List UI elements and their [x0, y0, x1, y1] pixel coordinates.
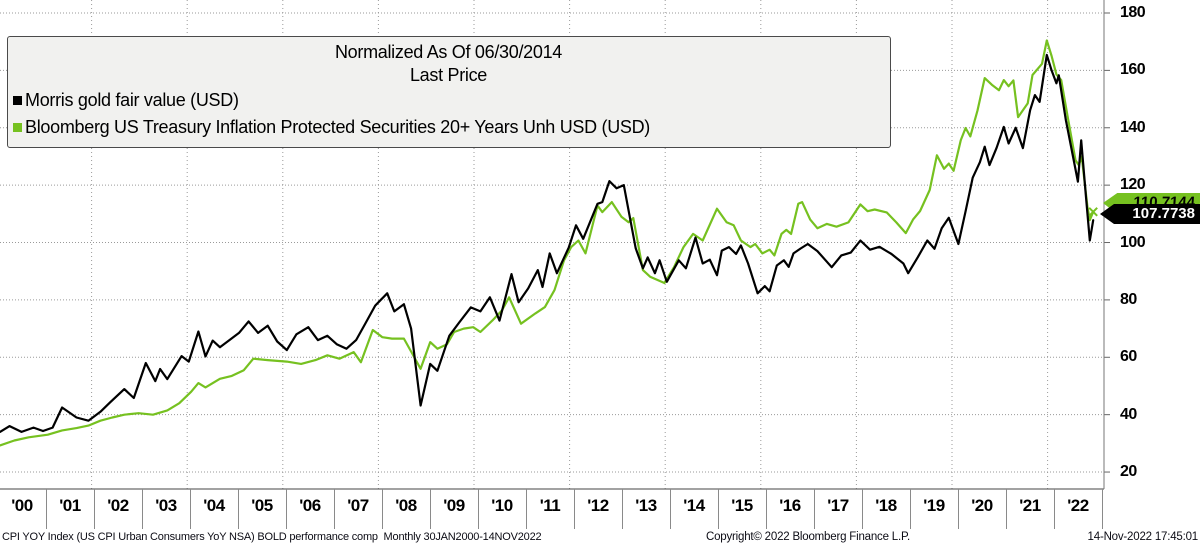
- y-tick-label: 160: [1120, 61, 1146, 79]
- x-tick-label: '03: [155, 496, 177, 515]
- x-tick-label: '10: [491, 496, 513, 515]
- x-axis: '00 '01 '02 '03 '04 '05 '06 '07 '08 '09 '10 '11 '12 '…: [0, 489, 1104, 529]
- x-tick-label: '12: [587, 496, 609, 515]
- x-tick-separator: [142, 489, 143, 529]
- x-tick-label: '14: [683, 496, 705, 515]
- x-tick-label: '00: [11, 496, 33, 515]
- x-tick-label: '18: [875, 496, 897, 515]
- x-tick-separator: [1102, 489, 1103, 529]
- footer-copyright: Copyright© 2022 Bloomberg Finance L.P.: [706, 531, 910, 543]
- x-tick-label: '07: [347, 496, 369, 515]
- x-tick-label: '04: [203, 496, 225, 515]
- x-tick-separator: [910, 489, 911, 529]
- x-tick-label: '20: [971, 496, 993, 515]
- x-tick-label: '11: [539, 496, 561, 515]
- x-tick-label: '01: [59, 496, 81, 515]
- series-line-black[interactable]: [0, 53, 1095, 433]
- x-tick-separator: [766, 489, 767, 529]
- x-tick-label: '15: [731, 496, 753, 515]
- x-tick-label: '16: [779, 496, 801, 515]
- series-line-green[interactable]: [0, 39, 1095, 447]
- x-tick-separator: [1006, 489, 1007, 529]
- x-tick-separator: [1054, 489, 1055, 529]
- y-tick-label: 20: [1120, 463, 1137, 481]
- footer-source-text: CPI YOY Index (US CPI Urban Consumers Yo…: [2, 531, 542, 543]
- last-price-tag-black[interactable]: 107.7738: [1100, 204, 1200, 224]
- x-tick-separator: [286, 489, 287, 529]
- y-tick-label: 120: [1120, 176, 1146, 194]
- x-tick-separator: [862, 489, 863, 529]
- x-tick-separator: [46, 489, 47, 529]
- x-tick-separator: [478, 489, 479, 529]
- legend-label: Morris gold fair value (USD): [25, 90, 239, 110]
- x-tick-separator: [430, 489, 431, 529]
- y-tick-label: 180: [1120, 4, 1146, 21]
- x-tick-label: '17: [827, 496, 849, 515]
- x-tick-separator: [814, 489, 815, 529]
- y-tick-label: 140: [1120, 118, 1146, 136]
- y-tick-label: 80: [1120, 290, 1137, 308]
- legend-item-tips-index[interactable]: Bloomberg US Treasury Inflation Protecte…: [13, 114, 884, 141]
- x-tick-label: '06: [299, 496, 321, 515]
- x-tick-separator: [94, 489, 95, 529]
- x-tick-label: '08: [395, 496, 417, 515]
- x-tick-separator: [334, 489, 335, 529]
- x-tick-separator: [190, 489, 191, 529]
- chart-title: Normalized As Of 06/30/2014: [334, 42, 563, 62]
- x-tick-separator: [526, 489, 527, 529]
- series-swatch-green: [13, 123, 22, 132]
- series-swatch-black: [13, 96, 22, 105]
- x-tick-separator: [958, 489, 959, 529]
- x-tick-separator: [382, 489, 383, 529]
- x-tick-label: '02: [107, 496, 129, 515]
- chart-legend: Normalized As Of 06/30/2014 Last Price M…: [7, 36, 891, 148]
- series-end-marker-icon: [1088, 207, 1098, 217]
- x-tick-label: '19: [923, 496, 945, 515]
- x-tick-label: '09: [443, 496, 465, 515]
- x-tick-separator: [718, 489, 719, 529]
- x-tick-label: '13: [635, 496, 657, 515]
- y-tick-label: 40: [1120, 405, 1137, 423]
- legend-item-morris-gold[interactable]: Morris gold fair value (USD): [13, 87, 884, 114]
- x-tick-separator: [670, 489, 671, 529]
- legend-label: Bloomberg US Treasury Inflation Protecte…: [25, 117, 650, 137]
- x-tick-label: '05: [251, 496, 273, 515]
- footer-timestamp: 14-Nov-2022 17:45:01: [1087, 531, 1199, 543]
- y-tick-label: 100: [1120, 233, 1146, 251]
- x-tick-separator: [622, 489, 623, 529]
- x-tick-label: '22: [1067, 496, 1089, 515]
- y-tick-label: 60: [1120, 348, 1137, 366]
- chart-subtitle: Last Price: [409, 65, 488, 85]
- x-tick-separator: [574, 489, 575, 529]
- x-tick-label: '21: [1019, 496, 1041, 515]
- x-tick-separator: [238, 489, 239, 529]
